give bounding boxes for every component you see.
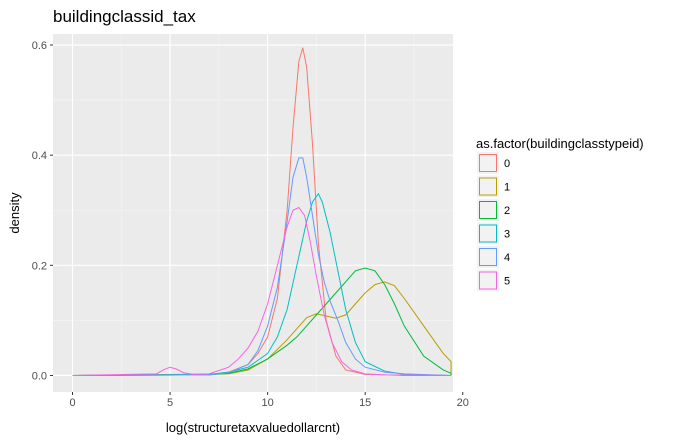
density-line-4 xyxy=(72,157,452,376)
x-tick-label: 10 xyxy=(262,397,274,409)
legend-key-bg xyxy=(477,199,499,221)
y-tick-label: 0.0 xyxy=(32,370,47,382)
y-tick-label: 0.2 xyxy=(32,260,47,272)
legend-key-3 xyxy=(479,224,497,243)
y-tick-label: 0.4 xyxy=(32,150,47,162)
y-axis: 0.0 0.2 0.4 0.6 xyxy=(32,40,53,382)
x-tick-label: 5 xyxy=(167,397,173,409)
legend-key-bg xyxy=(477,222,499,245)
legend-title: as.factor(buildingclasstypeid) xyxy=(476,136,644,151)
x-tick-label: 20 xyxy=(457,397,469,409)
legend-label-0: 0 xyxy=(504,158,510,170)
legend-key-bg xyxy=(477,175,499,198)
x-tick-label: 0 xyxy=(69,397,75,409)
legend-label-5: 5 xyxy=(504,276,510,288)
legend-key-0 xyxy=(479,154,497,172)
x-axis: 0 5 10 15 20 xyxy=(69,392,469,409)
legend: as.factor(buildingclasstypeid) 0 1 2 3 4 5 xyxy=(476,136,644,292)
series-layer xyxy=(72,47,452,376)
legend-key-5 xyxy=(479,271,497,290)
chart-title: buildingclassid_tax xyxy=(53,7,196,26)
legend-key-bg xyxy=(477,152,499,174)
plot-panel xyxy=(53,34,453,392)
density-line-5 xyxy=(72,206,452,376)
legend-key-2 xyxy=(479,201,497,219)
x-tick-label: 15 xyxy=(359,397,371,409)
x-axis-title: log(structuretaxvaluedollarcnt) xyxy=(166,420,340,435)
minor-gridlines xyxy=(53,34,453,392)
legend-label-2: 2 xyxy=(504,205,510,217)
y-tick-label: 0.6 xyxy=(32,40,47,52)
legend-key-bg xyxy=(477,246,499,268)
legend-label-4: 4 xyxy=(504,252,510,264)
y-axis-title: density xyxy=(7,192,22,234)
density-line-0 xyxy=(72,47,452,376)
density-line-3 xyxy=(72,192,452,376)
density-line-1 xyxy=(72,281,452,376)
legend-label-3: 3 xyxy=(504,229,510,241)
legend-key-bg xyxy=(477,269,499,292)
legend-label-1: 1 xyxy=(504,182,510,194)
legend-key-1 xyxy=(479,177,497,196)
legend-key-4 xyxy=(479,248,497,266)
